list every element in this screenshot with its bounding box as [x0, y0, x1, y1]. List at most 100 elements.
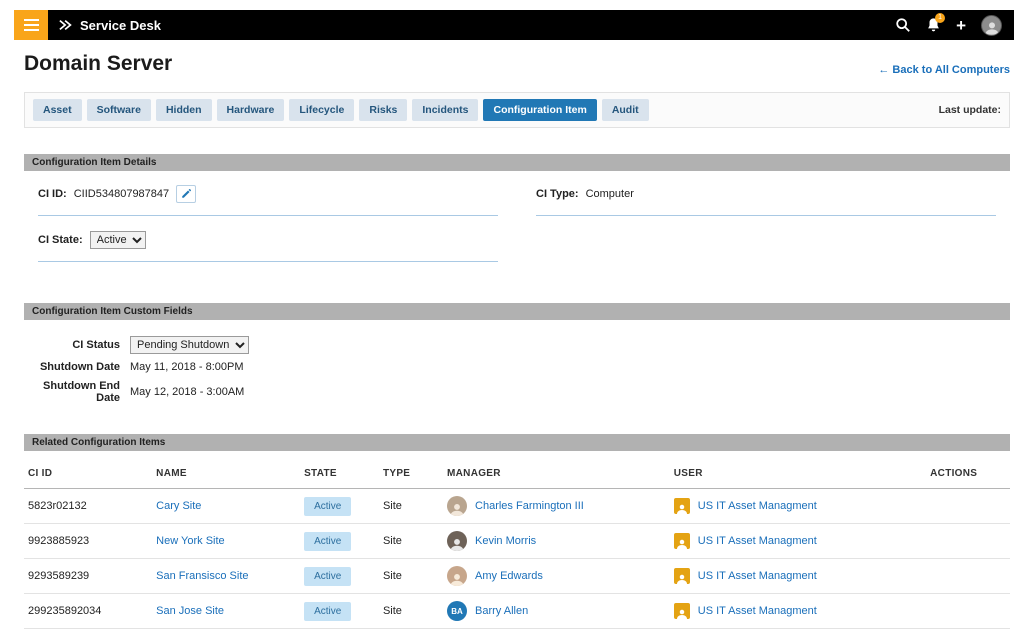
- manager-link[interactable]: Kevin Morris: [475, 535, 537, 547]
- group-icon: [673, 498, 690, 514]
- edit-ci-id-button[interactable]: [176, 185, 197, 203]
- section-header-related: Related Configuration Items: [24, 434, 1010, 451]
- plus-icon: +: [956, 15, 966, 35]
- page: Service Desk 1 + Domain Server ← Bac: [0, 10, 1024, 640]
- manager-link[interactable]: Charles Farmington III: [475, 500, 584, 512]
- cell-type: Site: [378, 488, 444, 524]
- ci-state-field: CI State: Active: [38, 231, 498, 262]
- cell-type: Site: [378, 523, 444, 559]
- tab-risks[interactable]: Risks: [359, 99, 408, 121]
- state-badge: Active: [304, 601, 352, 621]
- manager-link[interactable]: Barry Allen: [475, 605, 529, 617]
- add-new-button[interactable]: +: [956, 17, 966, 34]
- user-avatar[interactable]: [981, 14, 1002, 36]
- back-to-all-computers-link[interactable]: ← Back to All Computers: [878, 64, 1010, 76]
- col-type: TYPE: [378, 459, 444, 489]
- related-item-name-link[interactable]: Cary Site: [156, 500, 202, 512]
- details-empty-cell: [536, 231, 996, 262]
- details-form: CI ID: CIID534807987847 CI Type: Compute…: [24, 171, 1010, 277]
- tab-bar: Asset Software Hidden Hardware Lifecycle…: [24, 92, 1010, 128]
- tab-lifecycle[interactable]: Lifecycle: [289, 99, 355, 121]
- hamburger-icon: [23, 19, 39, 21]
- title-row: Domain Server ← Back to All Computers: [24, 52, 1010, 76]
- section-header-details: Configuration Item Details: [24, 154, 1010, 171]
- ci-type-field: CI Type: Computer: [536, 185, 996, 216]
- col-state: STATE: [300, 459, 379, 489]
- group-icon: [673, 603, 690, 619]
- user-group-link[interactable]: US IT Asset Managment: [697, 500, 817, 512]
- ci-state-select[interactable]: Active: [89, 231, 146, 249]
- col-manager: MANAGER: [443, 459, 670, 489]
- manager-avatar: [447, 496, 468, 516]
- manager-avatar-initials: BA: [447, 601, 468, 621]
- user-group-link[interactable]: US IT Asset Managment: [697, 570, 817, 582]
- table-row: 9293589239 San Fransisco Site Active Sit…: [24, 558, 1010, 594]
- col-name: NAME: [152, 459, 301, 489]
- table-row: 9923885923 New York Site Active Site Kev…: [24, 523, 1010, 559]
- topbar-actions: 1 +: [895, 13, 1014, 36]
- brand: Service Desk: [58, 18, 161, 33]
- cell-type: Site: [378, 593, 444, 629]
- ci-state-label: CI State:: [38, 234, 83, 246]
- menu-button[interactable]: [14, 10, 48, 40]
- cell-ci-id: 5823r02132: [24, 488, 153, 524]
- state-badge: Active: [304, 566, 352, 586]
- cell-ci-id: 299235892034: [24, 593, 153, 629]
- custom-fields-form: CI Status Pending Shutdown Shutdown Date…: [24, 320, 1010, 408]
- group-icon: [673, 533, 690, 549]
- pencil-icon: [181, 187, 192, 202]
- manager-avatar: [447, 531, 468, 551]
- cell-actions: [926, 488, 1010, 524]
- ci-id-field: CI ID: CIID534807987847: [38, 185, 498, 216]
- ci-status-select[interactable]: Pending Shutdown: [130, 336, 249, 354]
- table-row: 5823r02132 Cary Site Active Site Charles…: [24, 488, 1010, 524]
- cell-actions: [926, 523, 1010, 559]
- user-group-link[interactable]: US IT Asset Managment: [697, 605, 817, 617]
- tab-incidents[interactable]: Incidents: [412, 99, 479, 121]
- topbar: Service Desk 1 +: [14, 10, 1014, 40]
- notifications-bell-icon[interactable]: 1: [926, 13, 946, 33]
- tab-configuration-item[interactable]: Configuration Item: [483, 99, 597, 121]
- ci-id-value: CIID534807987847: [73, 188, 170, 200]
- shutdown-end-date-value: May 12, 2018 - 3:00AM: [130, 386, 245, 398]
- ci-type-value: Computer: [585, 188, 634, 200]
- cell-ci-id: 9293589239: [24, 558, 153, 594]
- notification-badge: 1: [935, 13, 946, 23]
- related-item-name-link[interactable]: New York Site: [156, 535, 225, 547]
- table-row: 299235892034 San Jose Site Active Site B…: [24, 593, 1010, 629]
- related-items-table: CI ID NAME STATE TYPE MANAGER USER ACTIO…: [24, 459, 1010, 629]
- user-avatar-image: [981, 14, 1002, 36]
- related-item-name-link[interactable]: San Jose Site: [156, 605, 225, 617]
- cell-actions: [926, 593, 1010, 629]
- group-icon: [673, 568, 690, 584]
- last-update-label: Last update:: [938, 104, 1001, 116]
- tab-hidden[interactable]: Hidden: [155, 99, 212, 121]
- manager-avatar: [447, 566, 468, 586]
- shutdown-date-value: May 11, 2018 - 8:00PM: [130, 361, 244, 373]
- search-icon[interactable]: [895, 17, 911, 33]
- col-ci-id: CI ID: [24, 459, 153, 489]
- ci-status-label: CI Status: [72, 339, 120, 351]
- page-title: Domain Server: [24, 52, 173, 75]
- related-item-name-link[interactable]: San Fransisco Site: [156, 570, 249, 582]
- service-desk-logo-icon: [58, 18, 74, 32]
- ci-type-label: CI Type:: [536, 188, 579, 200]
- shutdown-end-date-label: Shutdown End Date: [43, 380, 120, 404]
- tab-software[interactable]: Software: [86, 99, 151, 121]
- state-badge: Active: [304, 496, 352, 516]
- tab-hardware[interactable]: Hardware: [216, 99, 285, 121]
- manager-link[interactable]: Amy Edwards: [475, 570, 543, 582]
- ci-id-label: CI ID:: [38, 188, 67, 200]
- table-header-row: CI ID NAME STATE TYPE MANAGER USER ACTIO…: [24, 459, 1010, 489]
- cell-ci-id: 9923885923: [24, 523, 153, 559]
- tab-asset[interactable]: Asset: [33, 99, 82, 121]
- state-badge: Active: [304, 531, 352, 551]
- cell-type: Site: [378, 558, 444, 594]
- section-header-custom-fields: Configuration Item Custom Fields: [24, 303, 1010, 320]
- user-group-link[interactable]: US IT Asset Managment: [697, 535, 817, 547]
- col-user: USER: [669, 459, 927, 489]
- app-name: Service Desk: [80, 17, 161, 33]
- col-actions: ACTIONS: [926, 459, 1010, 489]
- tab-audit[interactable]: Audit: [601, 99, 649, 121]
- shutdown-date-label: Shutdown Date: [39, 361, 120, 373]
